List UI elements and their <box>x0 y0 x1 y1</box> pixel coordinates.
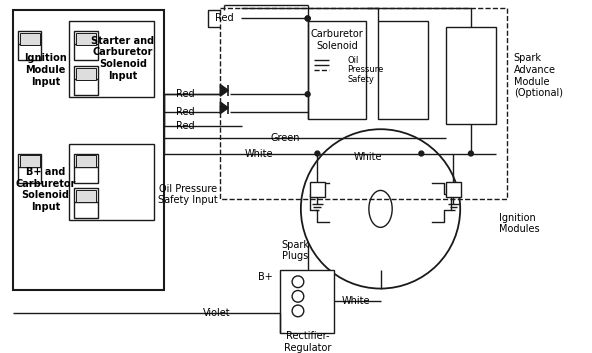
Bar <box>20 155 40 167</box>
Text: Red: Red <box>215 13 233 23</box>
Bar <box>208 10 240 27</box>
Text: Safety: Safety <box>348 75 374 84</box>
Bar <box>76 190 96 202</box>
Text: Oil Pressure
Safety Input: Oil Pressure Safety Input <box>158 184 218 205</box>
Text: Spark
Plugs: Spark Plugs <box>281 240 309 262</box>
Text: Solenoid: Solenoid <box>316 41 358 51</box>
Bar <box>446 182 461 197</box>
Bar <box>18 154 41 183</box>
Circle shape <box>305 16 310 21</box>
Bar <box>220 8 507 199</box>
Text: Oil: Oil <box>348 56 359 65</box>
Bar <box>69 22 154 97</box>
Polygon shape <box>220 84 229 96</box>
Text: Ignition
Modules: Ignition Modules <box>499 213 540 234</box>
Text: White: White <box>342 296 371 306</box>
Bar <box>75 189 98 218</box>
Text: White: White <box>353 152 382 162</box>
Bar <box>446 27 496 124</box>
Text: Violet: Violet <box>202 308 230 318</box>
Bar <box>13 10 164 289</box>
Bar <box>281 270 334 333</box>
Bar <box>310 182 325 197</box>
Text: Starter and
Carburetor
Solenoid
Input: Starter and Carburetor Solenoid Input <box>92 36 155 81</box>
Bar <box>378 22 428 119</box>
Circle shape <box>419 151 424 156</box>
Text: White: White <box>244 149 273 158</box>
Text: Red: Red <box>176 121 195 131</box>
Text: Red: Red <box>176 89 195 99</box>
Bar <box>76 68 96 80</box>
Text: Rectifier-
Regulator: Rectifier- Regulator <box>284 331 332 353</box>
Bar <box>76 33 96 45</box>
Bar <box>20 33 40 45</box>
Circle shape <box>468 151 474 156</box>
Bar <box>76 155 96 167</box>
Text: Red: Red <box>176 107 195 117</box>
Circle shape <box>305 16 310 21</box>
Bar <box>18 31 41 60</box>
Circle shape <box>315 151 320 156</box>
Bar <box>69 144 154 220</box>
Text: B+: B+ <box>258 272 273 282</box>
Bar <box>75 31 98 60</box>
Text: Carburetor: Carburetor <box>310 29 363 39</box>
Text: Spark
Advance
Module
(Optional): Spark Advance Module (Optional) <box>514 53 562 98</box>
Text: Pressure: Pressure <box>348 65 384 74</box>
Text: Green: Green <box>271 133 300 143</box>
Text: B+ and
Carburetor
Solenoid
Input: B+ and Carburetor Solenoid Input <box>15 167 76 212</box>
Bar <box>75 154 98 183</box>
Bar <box>308 22 366 119</box>
Polygon shape <box>220 102 229 114</box>
Bar <box>75 66 98 95</box>
Text: Ignition
Module
Input: Ignition Module Input <box>24 53 67 86</box>
Circle shape <box>305 92 310 97</box>
